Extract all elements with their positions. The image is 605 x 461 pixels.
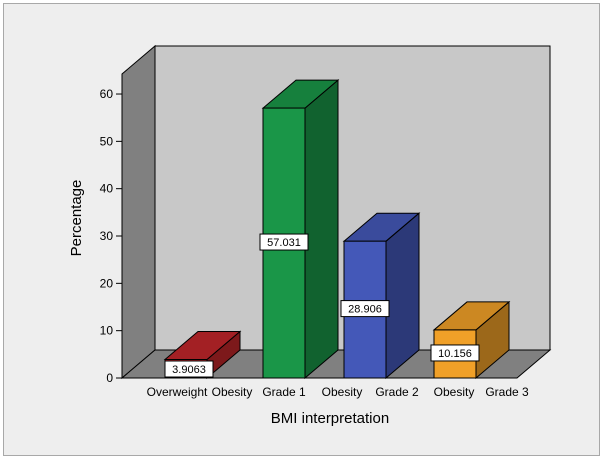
y-tick-label: 40 [100,182,114,196]
data-label-box [164,360,214,378]
x-axis-title: BMI interpretation [271,410,389,427]
x-tick-label: Grade 2 [375,385,419,399]
y-tick-label: 0 [106,371,113,385]
bars: 3.9063 57.031 28.906 10.156 [163,78,511,380]
bar-side-face [304,78,339,380]
y-tick-label: 20 [100,276,114,290]
left-side-wall [121,44,156,380]
x-tick-label: Overweight [147,385,208,399]
y-tick-label: 30 [100,229,114,243]
y-tick-label: 60 [100,87,114,101]
data-label-box [259,233,309,251]
bar-2: 57.031 [259,78,340,380]
y-tick-label: 10 [100,324,114,338]
bar-4: 10.156 [430,300,511,380]
y-axis: 0 10 20 30 40 50 60 [100,87,123,385]
data-label: 10.156 [438,348,472,360]
data-label-box [430,344,480,362]
x-tick-labels: Overweight Obesity Grade 1 Obesity Grade 2 Ob… [147,385,529,399]
data-label: 3.9063 [172,364,206,376]
x-tick-label: Obesity [212,385,253,399]
x-tick-label: Grade 3 [485,385,529,399]
x-tick-label: Grade 1 [262,385,306,399]
data-label-box [340,300,390,318]
data-label: 57.031 [267,237,301,249]
bar-1: 3.9063 [163,330,242,380]
x-tick-label: Obesity [322,385,363,399]
data-label: 28.906 [348,304,382,316]
y-tick-label: 50 [100,134,114,148]
bar-side-face [385,212,420,380]
y-axis-title: Percentage [68,180,85,257]
bar-3: 28.906 [340,212,421,380]
x-tick-label: Obesity [434,385,475,399]
